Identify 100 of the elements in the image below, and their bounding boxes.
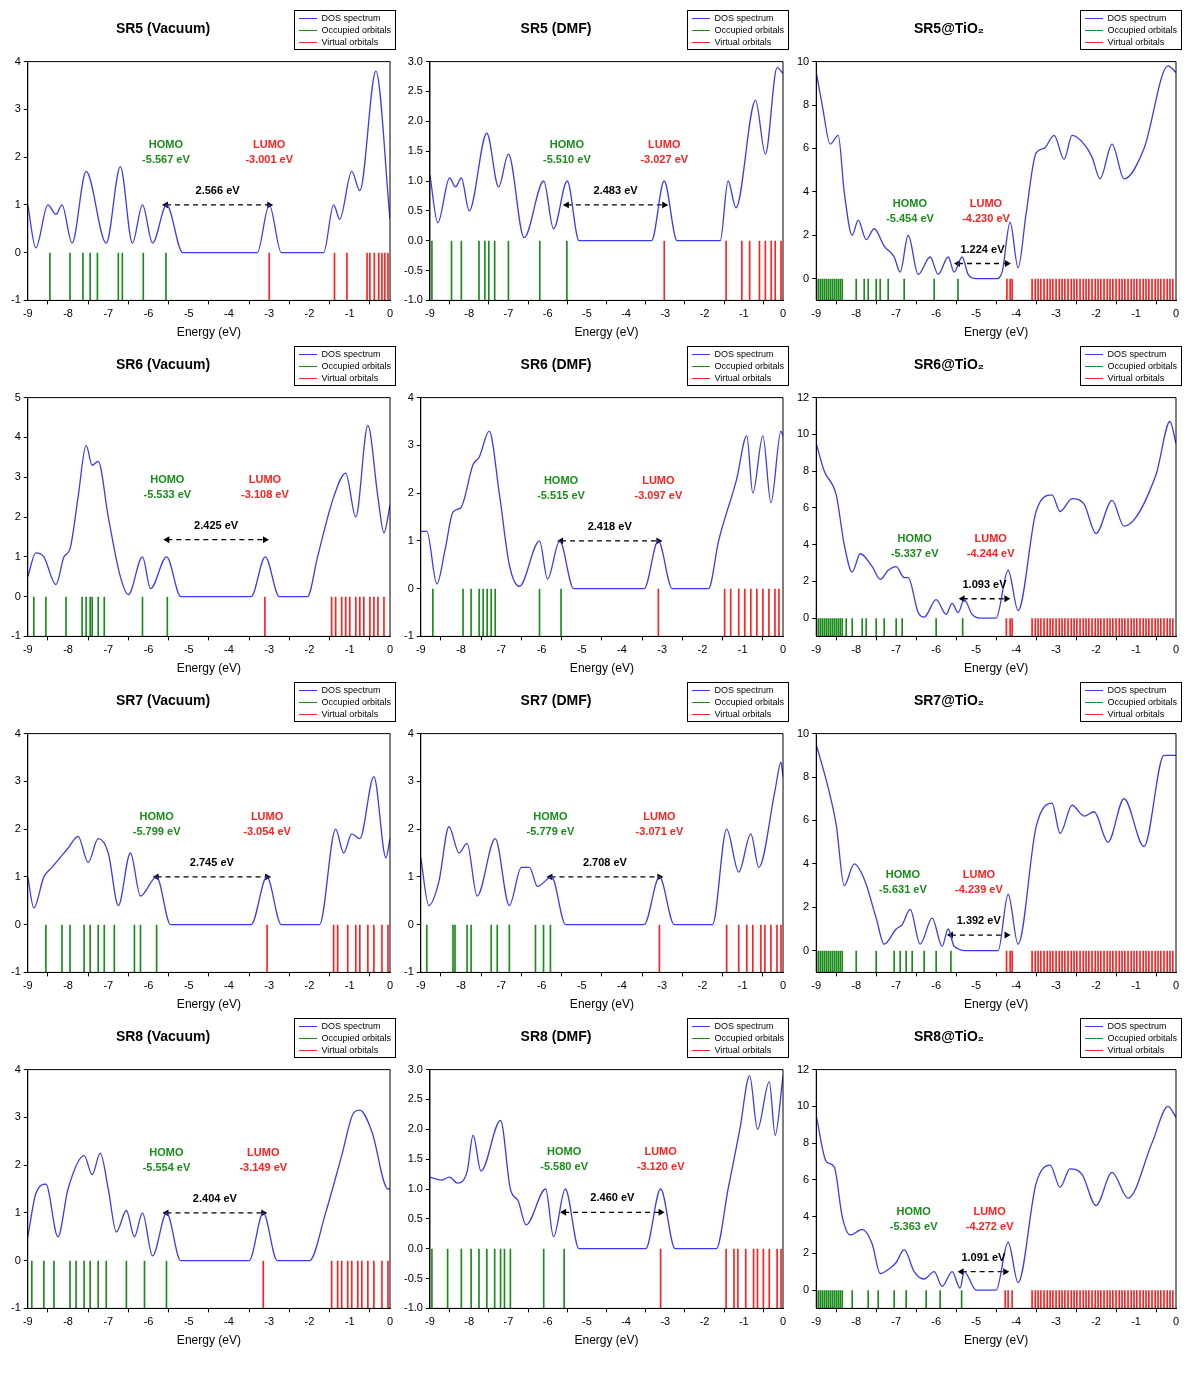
x-tick-label: -6 bbox=[536, 979, 547, 992]
y-tick-label: 4 bbox=[14, 54, 21, 67]
y-tick-label: 0.0 bbox=[407, 1241, 423, 1254]
x-tick-label: -8 bbox=[464, 307, 475, 320]
x-tick-label: -5 bbox=[183, 643, 194, 656]
y-tick-label: -1 bbox=[11, 293, 21, 306]
x-tick-label: -1 bbox=[344, 1315, 355, 1328]
annotation: -5.554 eV bbox=[142, 1160, 191, 1173]
x-tick-label: -4 bbox=[224, 979, 234, 992]
x-tick-label: -8 bbox=[464, 1315, 475, 1328]
legend-label: DOS spectrum bbox=[1107, 348, 1167, 360]
x-tick-label: -2 bbox=[699, 307, 710, 320]
x-tick-label: -9 bbox=[425, 307, 435, 320]
x-tick-label: 0 bbox=[779, 307, 787, 320]
annotation: HOMO bbox=[139, 809, 175, 822]
x-tick-label: -4 bbox=[1011, 643, 1021, 656]
annotation: 2.418 eV bbox=[587, 519, 633, 532]
legend-label: Virtual orbitals bbox=[1107, 36, 1165, 48]
y-tick-label: 0 bbox=[14, 917, 21, 930]
y-tick-label: 0 bbox=[407, 917, 414, 930]
x-tick-label: -7 bbox=[891, 307, 902, 320]
legend-label: DOS spectrum bbox=[714, 12, 774, 24]
x-axis-title: Energy (eV) bbox=[569, 661, 634, 676]
x-tick-label: -9 bbox=[425, 1315, 435, 1328]
y-tick-label: -1 bbox=[11, 965, 21, 978]
chart-title: SR6@TiO₂ bbox=[912, 356, 986, 372]
y-tick-label: 1 bbox=[407, 533, 414, 546]
legend-label: Virtual orbitals bbox=[321, 1044, 379, 1056]
y-tick-label: 0 bbox=[14, 589, 21, 602]
x-tick-label: -3 bbox=[1051, 643, 1061, 656]
x-tick-label: -2 bbox=[1091, 979, 1101, 992]
x-tick-label: -5 bbox=[576, 643, 587, 656]
x-tick-label: -4 bbox=[1011, 979, 1021, 992]
x-tick-label: -1 bbox=[344, 979, 355, 992]
x-tick-label: 0 bbox=[779, 979, 787, 992]
y-tick-label: 4 bbox=[14, 726, 21, 739]
y-tick-label: 4 bbox=[407, 390, 414, 403]
chart-title: SR8 (DMF) bbox=[519, 1028, 593, 1044]
y-tick-label: 1 bbox=[14, 869, 21, 882]
x-tick-label: -1 bbox=[1131, 307, 1141, 320]
x-tick-label: -6 bbox=[143, 307, 154, 320]
chart-title: SR8@TiO₂ bbox=[912, 1028, 986, 1044]
legend-label: Occupied orbitals bbox=[1107, 360, 1177, 372]
annotation: -3.149 eV bbox=[239, 1160, 288, 1173]
x-tick-label: -8 bbox=[456, 979, 466, 992]
x-tick-label: -9 bbox=[415, 979, 426, 992]
x-tick-label: -3 bbox=[264, 1315, 275, 1328]
y-tick-label: 2 bbox=[14, 510, 21, 523]
y-tick-label: -1 bbox=[404, 629, 414, 642]
y-tick-label: 1 bbox=[14, 197, 21, 210]
x-tick-label: 0 bbox=[386, 1315, 394, 1328]
y-tick-label: 0 bbox=[803, 1283, 810, 1296]
x-tick-label: 0 bbox=[386, 643, 394, 656]
annotation: -5.580 eV bbox=[540, 1160, 589, 1173]
x-tick-label: -6 bbox=[931, 1315, 942, 1328]
annotation: HOMO bbox=[546, 1145, 582, 1158]
y-tick-label: 5 bbox=[14, 390, 21, 403]
y-tick-label: 6 bbox=[803, 141, 810, 154]
annotation: 2.404 eV bbox=[192, 1191, 238, 1204]
x-tick-label: -7 bbox=[103, 643, 114, 656]
x-tick-label: -9 bbox=[811, 307, 822, 320]
x-tick-label: -3 bbox=[264, 307, 275, 320]
legend-label: Virtual orbitals bbox=[714, 708, 772, 720]
y-tick-label: 2 bbox=[407, 822, 414, 835]
y-tick-label: 4 bbox=[14, 1062, 21, 1075]
x-tick-label: -2 bbox=[1091, 1315, 1101, 1328]
x-tick-label: -2 bbox=[697, 979, 708, 992]
x-tick-label: -5 bbox=[581, 1315, 592, 1328]
legend-label: Occupied orbitals bbox=[714, 1032, 784, 1044]
x-tick-label: -8 bbox=[851, 643, 862, 656]
y-tick-label: 0 bbox=[803, 943, 810, 956]
x-tick-label: 0 bbox=[779, 643, 787, 656]
annotation: 2.460 eV bbox=[590, 1191, 636, 1204]
legend-label: Virtual orbitals bbox=[1107, 708, 1165, 720]
annotation: -5.454 eV bbox=[886, 211, 935, 224]
chart-title: SR5 (Vacuum) bbox=[114, 20, 212, 36]
annotation: -5.533 eV bbox=[143, 487, 192, 500]
x-tick-label: -9 bbox=[22, 643, 33, 656]
x-tick-label: -5 bbox=[183, 1315, 194, 1328]
y-tick-label: 12 bbox=[796, 390, 810, 403]
y-tick-label: -1.0 bbox=[403, 1301, 423, 1314]
x-tick-label: 0 bbox=[386, 979, 394, 992]
y-tick-label: 2 bbox=[407, 486, 414, 499]
line-series bbox=[27, 424, 390, 598]
y-tick-label: 3 bbox=[14, 774, 21, 787]
x-tick-label: -6 bbox=[931, 979, 942, 992]
legend-label: Occupied orbitals bbox=[714, 696, 784, 708]
x-tick-label: -7 bbox=[103, 307, 114, 320]
annotation: LUMO bbox=[969, 196, 1003, 209]
annotation: HOMO bbox=[543, 473, 579, 486]
x-axis-title: Energy (eV) bbox=[964, 1333, 1029, 1348]
y-tick-label: 3.0 bbox=[407, 1062, 423, 1075]
annotation: LUMO bbox=[648, 137, 681, 150]
y-tick-label: 1.0 bbox=[407, 174, 423, 187]
y-tick-label: 3 bbox=[14, 102, 21, 115]
legend-label: DOS spectrum bbox=[1107, 12, 1167, 24]
x-tick-label: -5 bbox=[971, 307, 982, 320]
annotation: HOMO bbox=[149, 1145, 185, 1158]
x-tick-label: -3 bbox=[657, 979, 668, 992]
x-tick-label: -5 bbox=[971, 979, 982, 992]
